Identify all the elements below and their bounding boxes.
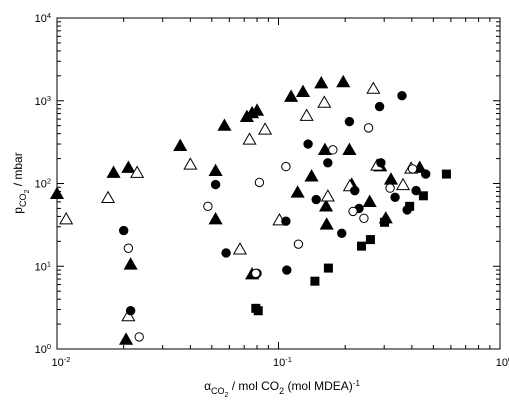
filled-triangle-marker (106, 165, 121, 178)
open-circle-marker (203, 201, 213, 212)
data-markers (49, 74, 451, 345)
open-circle-marker (359, 213, 369, 223)
filled-square-marker (357, 241, 367, 251)
filled-square-marker (380, 217, 390, 227)
filled-circle-marker (303, 139, 313, 149)
open-circle-marker (348, 206, 358, 217)
filled-circle-marker (337, 228, 347, 239)
filled-circle-marker (281, 216, 291, 226)
open-triangle-marker (242, 132, 257, 145)
y-axis-title: pCO2 / mbar (11, 152, 31, 213)
filled-circle-marker (282, 265, 292, 275)
open-triangle-marker (320, 189, 335, 202)
filled-square-marker (323, 263, 333, 273)
axis-ticks (56, 18, 500, 350)
filled-circle-marker (376, 158, 386, 168)
filled-square-marker (418, 191, 428, 201)
filled-triangle-marker (123, 257, 138, 270)
filled-triangle-marker (304, 169, 319, 182)
open-triangle-marker (130, 165, 145, 178)
filled-triangle-marker (118, 332, 134, 345)
filled-circle-marker (397, 91, 407, 101)
filled-triangle-marker (336, 74, 351, 88)
filled-circle-marker (311, 194, 321, 205)
filled-triangle-marker (217, 118, 232, 131)
y-tick-label: 104 (35, 11, 51, 26)
open-triangle-marker (366, 81, 381, 94)
x-tick-label: 100 (496, 355, 509, 370)
open-triangle-marker (59, 212, 74, 225)
filled-triangle-marker (121, 160, 136, 173)
filled-circle-marker (118, 225, 129, 236)
filled-circle-marker (210, 179, 221, 190)
open-triangle-marker (395, 177, 411, 191)
filled-triangle-marker (208, 163, 223, 177)
filled-circle-marker (125, 306, 136, 316)
open-circle-marker (328, 145, 338, 155)
filled-triangle-marker (319, 217, 334, 230)
filled-circle-marker (323, 158, 333, 168)
open-circle-marker (254, 177, 265, 188)
filled-square-marker (365, 235, 375, 245)
filled-triangle-marker (173, 138, 188, 152)
y-tick-label: 101 (35, 259, 51, 274)
axis-tick-labels: 10-2 10-1 100 100 101 102 103 104 (35, 11, 509, 370)
filled-circle-marker (390, 192, 400, 203)
open-triangle-marker (317, 95, 332, 108)
filled-circle-marker (350, 185, 360, 196)
filled-triangle-marker (342, 142, 357, 156)
filled-triangle-marker (284, 89, 299, 102)
filled-square-marker (253, 306, 263, 316)
open-circle-marker (385, 183, 395, 193)
open-circle-marker (251, 268, 261, 279)
y-tick-label: 103 (35, 93, 51, 108)
filled-circle-marker (344, 116, 355, 127)
filled-square-marker (405, 201, 415, 211)
filled-triangle-marker (317, 142, 332, 156)
open-circle-marker (363, 123, 374, 133)
filled-square-marker (441, 169, 451, 179)
open-circle-marker (407, 164, 418, 174)
x-tick-label: 10-1 (273, 355, 292, 370)
open-triangle-marker (232, 242, 248, 255)
open-triangle-marker (183, 157, 198, 170)
filled-triangle-marker (383, 172, 399, 185)
filled-triangle-marker (249, 103, 265, 116)
x-axis-title: αCO2 / mol CO2 (mol MDEA)-1 (204, 379, 360, 400)
y-tick-label: 100 (35, 342, 51, 357)
filled-triangle-marker (319, 199, 334, 212)
filled-triangle-marker (314, 75, 329, 89)
x-tick-label: 10-2 (52, 355, 71, 370)
open-circle-marker (293, 239, 304, 249)
filled-circle-marker (374, 101, 385, 112)
open-triangle-marker (299, 108, 314, 121)
filled-circle-marker (221, 248, 231, 258)
filled-triangle-marker (290, 185, 305, 198)
filled-triangle-marker (295, 84, 311, 98)
filled-square-marker (310, 276, 320, 286)
open-circle-marker (134, 332, 144, 342)
open-triangle-marker (258, 122, 273, 135)
filled-triangle-marker (362, 194, 377, 208)
open-circle-marker (123, 243, 134, 253)
filled-circle-marker (421, 169, 431, 179)
y-tick-label: 102 (35, 176, 51, 191)
filled-triangle-marker (49, 186, 65, 199)
plot-frame (56, 17, 501, 350)
filled-circle-marker (411, 185, 421, 196)
open-triangle-marker (100, 190, 116, 204)
open-circle-marker (281, 161, 291, 172)
filled-triangle-marker (208, 212, 223, 225)
